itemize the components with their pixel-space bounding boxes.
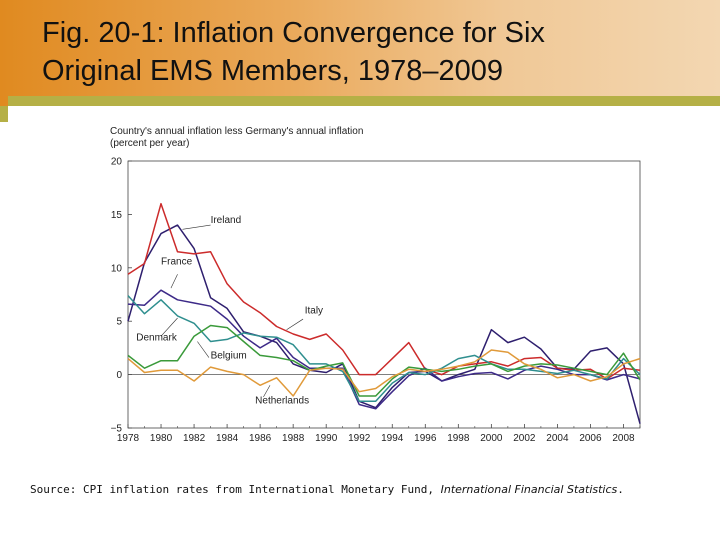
leader-line-denmark <box>160 317 178 337</box>
y-tick-label: 10 <box>111 263 123 274</box>
y-axis-title-line-1: Country's annual inflation less Germany'… <box>110 126 363 137</box>
slide-title: Fig. 20-1: Inflation Convergence for Six… <box>42 14 545 90</box>
slide-title-line-2: Original EMS Members, 1978–2009 <box>42 55 504 87</box>
y-tick-label: −5 <box>111 424 123 435</box>
series-label-france: France <box>161 257 193 268</box>
source-publication: International Financial Statistics <box>440 483 618 496</box>
plot-frame <box>127 160 641 429</box>
x-tick-label: 1978 <box>117 433 140 444</box>
series-label-denmark: Denmark <box>136 332 178 343</box>
x-tick-label: 2000 <box>480 433 503 444</box>
series-label-netherlands: Netherlands <box>255 395 309 406</box>
accent-bar <box>0 106 8 122</box>
x-tick-label: 1986 <box>249 433 272 444</box>
leader-line-netherlands <box>263 385 271 398</box>
source-suffix: . <box>617 483 624 496</box>
leader-line-france <box>170 274 178 289</box>
y-axis-title-line-2: (percent per year) <box>110 138 189 149</box>
series-line-france <box>127 289 641 410</box>
series-line-denmark <box>127 295 641 403</box>
title-band <box>0 0 720 106</box>
x-tick-label: 1980 <box>150 433 173 444</box>
y-tick-label: 20 <box>111 157 123 168</box>
series-label-italy: Italy <box>305 306 323 317</box>
x-tick-label: 1994 <box>381 433 404 444</box>
inflation-line-chart: Country's annual inflation less Germany'… <box>110 126 641 444</box>
y-tick-label: 15 <box>111 210 123 221</box>
series-line-ireland <box>127 224 641 424</box>
series-label-ireland: Ireland <box>211 215 242 226</box>
y-tick-label: 5 <box>116 317 122 328</box>
x-tick-label: 1990 <box>315 433 338 444</box>
series-label-belgium: Belgium <box>211 351 247 362</box>
slide-title-line-1: Fig. 20-1: Inflation Convergence for Six <box>42 17 545 49</box>
x-tick-label: 1984 <box>216 433 239 444</box>
x-tick-label: 1992 <box>348 433 371 444</box>
y-tick-label: 0 <box>116 370 122 381</box>
x-tick-label: 1998 <box>447 433 470 444</box>
x-tick-label: 1982 <box>183 433 206 444</box>
x-tick-label: 2004 <box>546 433 569 444</box>
source-note: Source: CPI inflation rates from Interna… <box>30 483 624 496</box>
x-tick-label: 1988 <box>282 433 305 444</box>
x-tick-label: 2002 <box>513 433 536 444</box>
x-tick-label: 1996 <box>414 433 437 444</box>
source-prefix: Source: CPI inflation rates from Interna… <box>30 483 441 496</box>
x-tick-label: 2006 <box>579 433 602 444</box>
x-tick-label: 2008 <box>612 433 635 444</box>
series-line-italy <box>127 202 641 380</box>
series-line-netherlands <box>127 349 641 397</box>
accent-line <box>8 96 720 106</box>
series-line-belgium <box>127 324 641 397</box>
leader-line-italy <box>286 318 304 330</box>
leader-line-belgium <box>197 341 210 358</box>
leader-line-ireland <box>182 224 211 230</box>
